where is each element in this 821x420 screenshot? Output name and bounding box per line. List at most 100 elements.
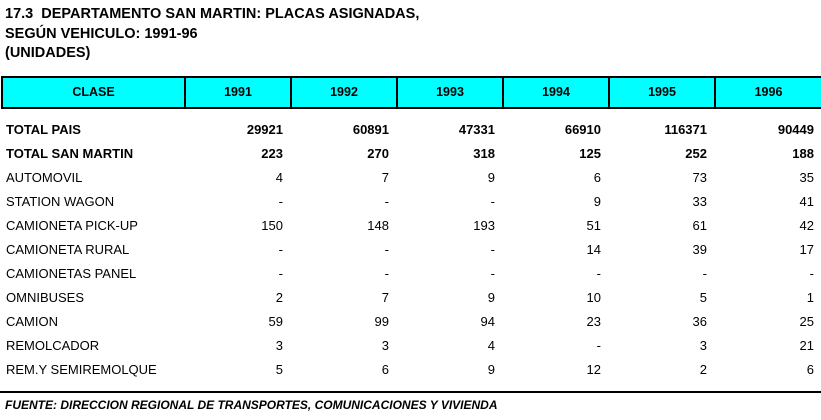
table-row: OMNIBUSES 2 7 9 10 5 1 [2, 286, 821, 310]
cell-value: - [702, 266, 707, 281]
cell-value: 150 [261, 218, 283, 233]
table-row: REM.Y SEMIREMOLQUE 5 6 9 12 2 6 [2, 358, 821, 382]
cell-value: - [384, 242, 389, 257]
spacer-row [2, 108, 821, 118]
title-line-1: 17.3 DEPARTAMENTO SAN MARTIN: PLACAS ASI… [5, 6, 420, 22]
cell-value: 51 [586, 218, 601, 233]
table-row: CAMIONETA RURAL - - - 14 39 17 [2, 238, 821, 262]
table-row: STATION WAGON - - - 9 33 41 [2, 190, 821, 214]
cell-value: 5 [699, 290, 707, 305]
cell-value: 223 [261, 146, 283, 161]
cell-value: 90449 [777, 122, 814, 137]
cell-value: 23 [586, 314, 601, 329]
table-row: REMOLCADOR 3 3 4 - 3 21 [2, 334, 821, 358]
header-year-1996: 1996 [714, 75, 821, 109]
header-year-1992: 1992 [290, 75, 398, 109]
cell-value: 3 [275, 338, 283, 353]
table-row: AUTOMOVIL 4 7 9 6 73 35 [2, 166, 821, 190]
row-label: CAMIONETA RURAL [6, 242, 130, 257]
cell-value: 4 [487, 338, 495, 353]
cell-value: 7 [381, 290, 389, 305]
cell-value: 25 [799, 314, 814, 329]
cell-value: 59 [268, 314, 283, 329]
cell-value: 4 [275, 170, 283, 185]
cell-value: - [384, 194, 389, 209]
source-note: FUENTE: DIRECCION REGIONAL DE TRANSPORTE… [5, 397, 498, 412]
cell-value: 7 [381, 170, 389, 185]
table-title: 17.3 DEPARTAMENTO SAN MARTIN: PLACAS ASI… [0, 0, 821, 64]
cell-value: - [490, 242, 495, 257]
cell-value: - [384, 266, 389, 281]
cell-value: 60891 [352, 122, 389, 137]
cell-value: 2 [275, 290, 283, 305]
cell-value: 3 [699, 338, 707, 353]
row-label: TOTAL PAIS [6, 122, 81, 137]
cell-value: - [596, 338, 601, 353]
cell-value: 35 [799, 170, 814, 185]
cell-value: 9 [487, 290, 495, 305]
cell-value: 17 [799, 242, 814, 257]
table-body: TOTAL PAIS 29921 60891 47331 66910 116371 9044… [2, 108, 821, 382]
cell-value: - [278, 242, 283, 257]
row-label: CAMION [6, 314, 58, 329]
header-clase: CLASE [1, 75, 186, 109]
row-label: STATION WAGON [6, 194, 115, 209]
header-year-1995: 1995 [608, 75, 716, 109]
cell-value: 94 [480, 314, 495, 329]
row-label: REM.Y SEMIREMOLQUE [6, 362, 157, 377]
cell-value: 47331 [458, 122, 495, 137]
cell-value: 2 [699, 362, 707, 377]
cell-value: 188 [792, 146, 814, 161]
table-row: TOTAL PAIS 29921 60891 47331 66910 116371 9044… [2, 118, 821, 142]
cell-value: 270 [367, 146, 389, 161]
cell-value: 148 [367, 218, 389, 233]
cell-value: 99 [374, 314, 389, 329]
cell-value: - [490, 194, 495, 209]
table-row: CAMIONETA PICK-UP 150 148 193 51 61 42 [2, 214, 821, 238]
cell-value: 9 [487, 362, 495, 377]
cell-value: 6 [806, 362, 814, 377]
row-label: REMOLCADOR [6, 338, 100, 353]
cell-value: - [490, 266, 495, 281]
placas-asignadas-table: CLASE 1991 1992 1993 1994 1995 1996 TOTA… [1, 75, 821, 382]
row-label: CAMIONETAS PANEL [6, 266, 137, 281]
title-line-3: (UNIDADES) [5, 45, 91, 61]
cell-value: 6 [593, 170, 601, 185]
cell-value: 21 [799, 338, 814, 353]
header-year-1993: 1993 [396, 75, 504, 109]
cell-value: 6 [381, 362, 389, 377]
header-row: CLASE 1991 1992 1993 1994 1995 1996 [1, 75, 821, 109]
cell-value: - [278, 266, 283, 281]
cell-value: 318 [473, 146, 495, 161]
cell-value: 73 [692, 170, 707, 185]
cell-value: 9 [593, 194, 601, 209]
cell-value: 36 [692, 314, 707, 329]
row-label: OMNIBUSES [6, 290, 85, 305]
title-line-2: SEGÚN VEHICULO: 1991-96 [5, 25, 198, 42]
header-year-1994: 1994 [502, 75, 610, 109]
cell-value: - [809, 266, 814, 281]
row-label: TOTAL SAN MARTIN [6, 146, 134, 161]
table-row: TOTAL SAN MARTIN 223 270 318 125 252 188 [2, 142, 821, 166]
cell-value: 14 [586, 242, 601, 257]
cell-value: 10 [586, 290, 601, 305]
cell-value: 116371 [664, 122, 707, 137]
cell-value: 125 [579, 146, 601, 161]
cell-value: 39 [692, 242, 707, 257]
cell-value: 61 [692, 218, 707, 233]
cell-value: 12 [586, 362, 601, 377]
cell-value: 5 [275, 362, 283, 377]
cell-value: 29921 [246, 122, 283, 137]
cell-value: 9 [487, 170, 495, 185]
cell-value: 193 [473, 218, 495, 233]
table-row: CAMION 59 99 94 23 36 25 [2, 310, 821, 334]
cell-value: - [596, 266, 601, 281]
cell-value: 41 [799, 194, 814, 209]
cell-value: - [278, 194, 283, 209]
header-year-1991: 1991 [184, 75, 292, 109]
footer-divider [0, 390, 821, 393]
cell-value: 66910 [564, 122, 601, 137]
cell-value: 33 [692, 194, 707, 209]
table-row: CAMIONETAS PANEL - - - - - - [2, 262, 821, 286]
